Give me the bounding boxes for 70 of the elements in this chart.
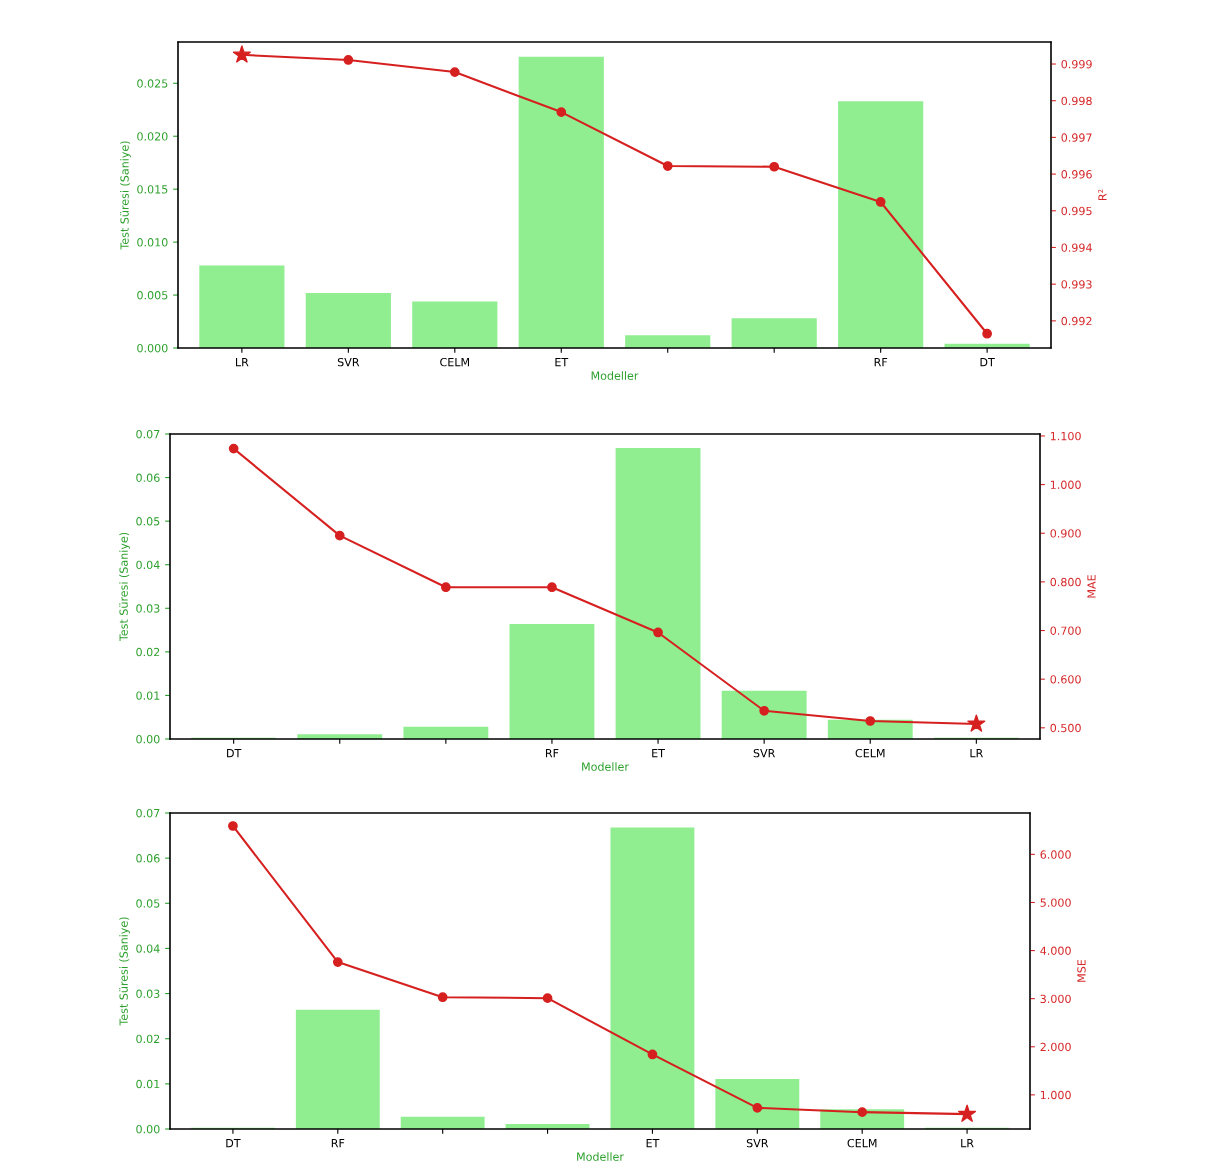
y2-tick-label: 0.994 [1061, 243, 1092, 252]
x-tick-label: ET [555, 358, 569, 367]
y2-tick-label: 0.997 [1061, 133, 1092, 142]
y-tick-label: 0.05 [136, 899, 160, 908]
y-tick-label: 0.04 [136, 560, 160, 570]
y-tick-label: 0.07 [136, 808, 160, 818]
x-tick-label: LR [970, 749, 983, 758]
y-tick-label: 0.07 [136, 429, 160, 439]
x-tick-label: RF [874, 358, 888, 367]
y2-tick-label: 0.999 [1061, 59, 1092, 69]
y-tick-label: 0.01 [136, 1079, 160, 1089]
y-tick-label: 0.03 [136, 604, 160, 613]
y-tick-label: 0.02 [136, 647, 160, 657]
y2-tick-label: 0.998 [1061, 96, 1092, 106]
x-axis-title: Modeller [582, 762, 629, 771]
y2-tick-label: 6.000 [1040, 850, 1071, 859]
y-tick-label: 0.06 [136, 854, 160, 863]
y2-tick-label: 0.996 [1061, 170, 1092, 179]
y2-tick-label: 1.000 [1040, 1090, 1071, 1100]
y-tick-label: 0.01 [136, 691, 160, 700]
y2-tick-label: 1.000 [1050, 480, 1081, 489]
x-axis-title: Modeller [577, 1152, 624, 1161]
y2-tick-label: 0.700 [1050, 626, 1081, 635]
x-tick-label: LR [236, 358, 249, 367]
y-tick-label: 0.000 [137, 343, 168, 353]
y-tick-label: 0.015 [137, 185, 168, 194]
y2-tick-label: 0.992 [1061, 316, 1092, 326]
y-tick-label: 0.05 [136, 517, 160, 526]
x-axis-title: Modeller [591, 371, 639, 380]
y-tick-label: 0.00 [136, 734, 160, 744]
y2-tick-label: 3.000 [1040, 994, 1071, 1004]
y-tick-label: 0.04 [136, 944, 160, 953]
x-tick-label: RF [331, 1139, 345, 1148]
x-tick-label: CELM [855, 748, 885, 758]
x-tick-label: DT [980, 358, 995, 367]
x-tick-label: RF [545, 749, 559, 758]
y2-tick-label: 1.100 [1050, 431, 1081, 441]
x-tick-label: ET [646, 1139, 660, 1148]
y-tick-label: 0.03 [136, 989, 160, 998]
y-tick-label: 0.010 [137, 238, 168, 247]
y2-tick-label: 0.900 [1050, 529, 1081, 538]
y2-tick-label: 2.000 [1040, 1042, 1071, 1052]
x-tick-label: CELM [440, 357, 469, 367]
x-tick-label: LR [961, 1139, 974, 1148]
y2-tick-label: 0.500 [1050, 723, 1081, 733]
x-tick-label: SVR [337, 357, 360, 367]
y-tick-label: 0.00 [136, 1124, 160, 1134]
y-axis-title: Test Süresi (Saniye) [119, 917, 130, 1026]
y2-tick-label: 5.000 [1040, 898, 1071, 907]
x-tick-label: ET [652, 749, 665, 758]
y2-axis-title: MAE [1087, 575, 1096, 598]
y2-tick-label: 0.800 [1050, 577, 1081, 587]
y-axis-title: Test Süresi (Saniye) [120, 141, 131, 250]
y-axis-title: Test Süresi (Saniye) [119, 532, 130, 642]
y2-tick-label: 0.993 [1061, 280, 1092, 289]
y-tick-label: 0.005 [137, 291, 168, 300]
x-tick-label: DT [227, 749, 242, 758]
x-tick-label: SVR [746, 1138, 769, 1148]
y-tick-label: 0.06 [136, 473, 160, 482]
y-tick-label: 0.02 [136, 1034, 160, 1044]
x-tick-label: SVR [753, 748, 776, 758]
y2-tick-label: 0.995 [1061, 206, 1092, 216]
y-tick-label: 0.020 [137, 132, 168, 141]
x-tick-label: DT [226, 1139, 241, 1148]
y2-tick-label: 0.600 [1050, 675, 1081, 684]
x-tick-label: CELM [847, 1138, 877, 1148]
y-tick-label: 0.025 [137, 79, 168, 88]
y2-axis-title: R² [1098, 189, 1107, 200]
y2-tick-label: 4.000 [1040, 946, 1071, 955]
y2-axis-title: MSE [1077, 959, 1086, 982]
